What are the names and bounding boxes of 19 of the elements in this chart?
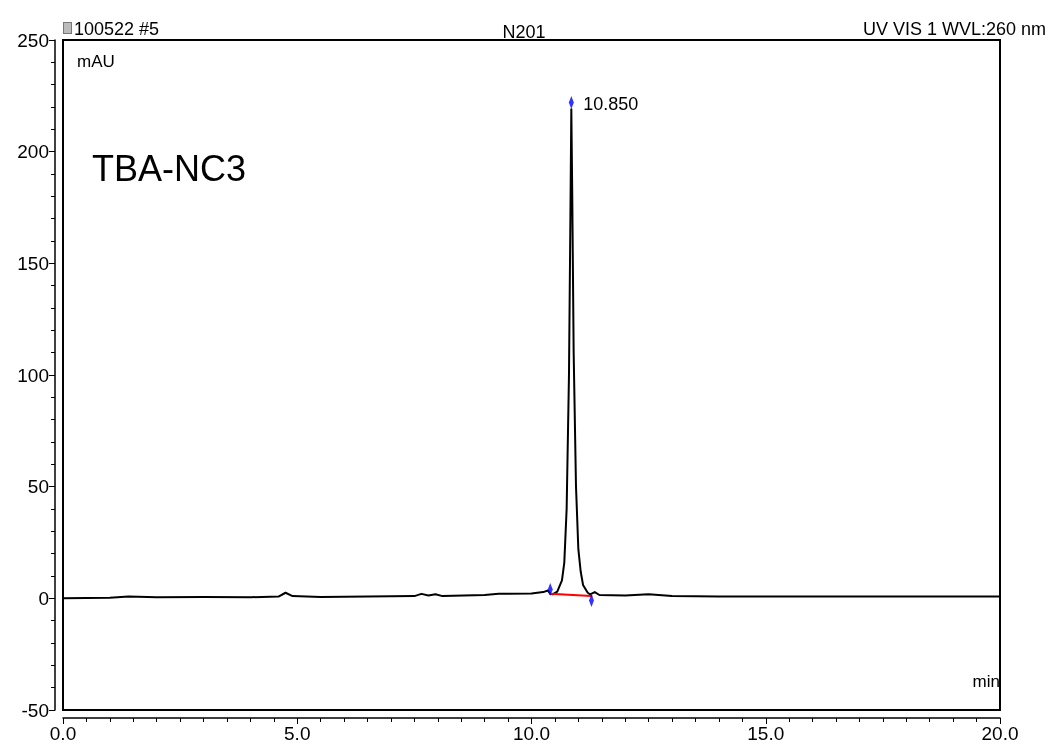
x-tick-label: 0.0	[49, 723, 77, 744]
x-tick-label: 20.0	[981, 723, 1019, 744]
annotation: 10.850	[583, 94, 639, 115]
text: UV VIS 1 WVL:260 nm	[862, 19, 1046, 39]
y-tick-label: -50	[21, 699, 49, 721]
x-axis-title: min	[972, 672, 1000, 691]
x-tick-label: 10.0	[513, 723, 550, 744]
y-tick-label: 150	[17, 252, 49, 274]
y-tick-label: 200	[17, 141, 49, 163]
y-tick-label: 50	[27, 476, 49, 498]
y-tick-label: 250	[17, 29, 49, 51]
y-tick-label: 0	[38, 587, 49, 609]
annotation: TBA-NC3	[92, 147, 247, 189]
x-tick-label: 5.0	[284, 723, 311, 744]
text: 100522 #5	[74, 19, 160, 39]
chart-title: N201	[502, 22, 546, 42]
x-tick-label: 15.0	[747, 723, 785, 744]
y-axis-title: mAU	[77, 52, 115, 71]
y-tick-label: 100	[17, 364, 49, 386]
